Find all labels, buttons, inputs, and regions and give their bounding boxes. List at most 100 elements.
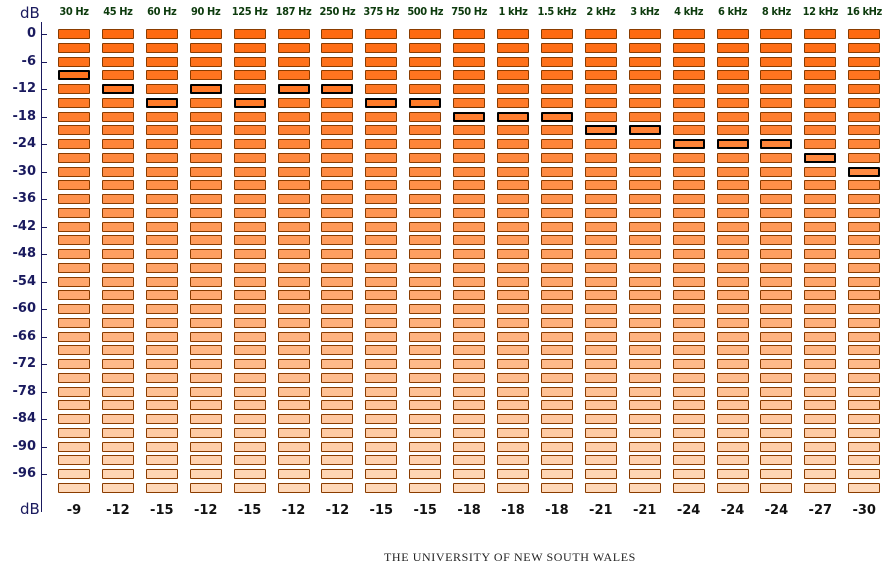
level-cell[interactable] (540, 331, 573, 342)
level-cell[interactable] (453, 427, 486, 438)
level-cell[interactable] (321, 304, 354, 314)
level-cell[interactable] (145, 441, 178, 452)
level-cell[interactable] (409, 152, 442, 163)
level-cell[interactable] (145, 235, 178, 246)
level-cell[interactable] (58, 42, 90, 53)
level-cell[interactable] (497, 482, 529, 493)
level-cell[interactable] (716, 29, 749, 39)
level-cell[interactable] (409, 331, 442, 342)
level-cell[interactable] (145, 359, 178, 369)
level-cell[interactable] (365, 317, 398, 328)
level-cell[interactable] (453, 152, 486, 163)
level-cell[interactable] (233, 304, 266, 314)
level-cell[interactable] (672, 207, 705, 218)
level-cell[interactable] (101, 482, 134, 493)
level-cell[interactable] (804, 249, 837, 259)
level-cell[interactable] (760, 469, 793, 479)
level-cell[interactable] (277, 482, 310, 493)
level-cell[interactable] (365, 331, 398, 342)
level-cell[interactable] (453, 482, 486, 493)
level-cell[interactable] (760, 221, 793, 232)
level-cell[interactable] (716, 97, 749, 108)
level-cell[interactable] (365, 70, 398, 81)
level-cell[interactable] (365, 221, 398, 232)
level-cell[interactable] (233, 427, 266, 438)
level-cell[interactable] (848, 386, 881, 397)
level-cell[interactable] (145, 84, 178, 94)
level-cell[interactable] (540, 139, 573, 149)
level-cell[interactable] (145, 290, 178, 301)
level-cell[interactable] (497, 70, 529, 81)
level-cell[interactable] (453, 56, 486, 67)
level-cell[interactable] (672, 290, 705, 301)
level-cell[interactable] (277, 331, 310, 342)
level-cell[interactable] (409, 29, 442, 39)
level-cell[interactable] (321, 345, 354, 356)
level-cell[interactable] (58, 345, 90, 356)
level-cell[interactable] (453, 97, 486, 108)
level-cell[interactable] (321, 455, 354, 466)
level-cell[interactable] (58, 317, 90, 328)
level-cell[interactable] (497, 84, 529, 94)
level-cell[interactable] (277, 70, 310, 81)
level-cell[interactable] (409, 56, 442, 67)
level-cell[interactable] (628, 152, 661, 163)
level-cell[interactable] (145, 194, 178, 204)
level-cell[interactable] (584, 455, 617, 466)
level-cell[interactable] (760, 372, 793, 383)
level-cell[interactable] (101, 359, 134, 369)
level-cell[interactable] (145, 414, 178, 424)
level-cell[interactable] (540, 455, 573, 466)
level-cell[interactable] (760, 249, 793, 259)
level-cell[interactable] (409, 427, 442, 438)
level-cell[interactable] (848, 427, 881, 438)
level-cell[interactable] (804, 221, 837, 232)
level-cell[interactable] (145, 29, 178, 39)
level-cell[interactable] (540, 235, 573, 246)
level-cell[interactable] (277, 249, 310, 259)
level-cell[interactable] (409, 372, 442, 383)
level-cell[interactable] (848, 331, 881, 342)
level-cell[interactable] (233, 345, 266, 356)
level-cell[interactable] (716, 386, 749, 397)
level-cell[interactable] (804, 125, 837, 136)
level-cell[interactable] (58, 304, 90, 314)
level-cell[interactable] (277, 359, 310, 369)
level-cell[interactable] (628, 331, 661, 342)
level-cell[interactable] (628, 111, 661, 122)
level-cell[interactable] (716, 441, 749, 452)
level-cell[interactable] (540, 221, 573, 232)
level-cell[interactable] (58, 125, 90, 136)
level-cell[interactable] (672, 359, 705, 369)
level-cell[interactable] (672, 180, 705, 191)
level-cell[interactable] (233, 455, 266, 466)
level-cell[interactable] (58, 262, 90, 273)
level-cell[interactable] (584, 29, 617, 39)
level-cell[interactable] (716, 317, 749, 328)
level-cell[interactable] (58, 249, 90, 259)
level-cell[interactable] (233, 29, 266, 39)
level-cell[interactable] (540, 290, 573, 301)
threshold-cell-selected[interactable] (409, 97, 442, 108)
level-cell[interactable] (409, 166, 442, 177)
level-cell[interactable] (233, 372, 266, 383)
level-cell[interactable] (848, 400, 881, 411)
level-cell[interactable] (365, 290, 398, 301)
level-cell[interactable] (672, 276, 705, 287)
level-cell[interactable] (58, 482, 90, 493)
level-cell[interactable] (804, 345, 837, 356)
level-cell[interactable] (189, 180, 222, 191)
level-cell[interactable] (233, 42, 266, 53)
level-cell[interactable] (804, 42, 837, 53)
level-cell[interactable] (101, 194, 134, 204)
level-cell[interactable] (760, 166, 793, 177)
level-cell[interactable] (453, 414, 486, 424)
level-cell[interactable] (760, 414, 793, 424)
level-cell[interactable] (321, 221, 354, 232)
level-cell[interactable] (321, 29, 354, 39)
level-cell[interactable] (716, 345, 749, 356)
level-cell[interactable] (58, 139, 90, 149)
level-cell[interactable] (233, 207, 266, 218)
level-cell[interactable] (497, 290, 529, 301)
level-cell[interactable] (453, 469, 486, 479)
